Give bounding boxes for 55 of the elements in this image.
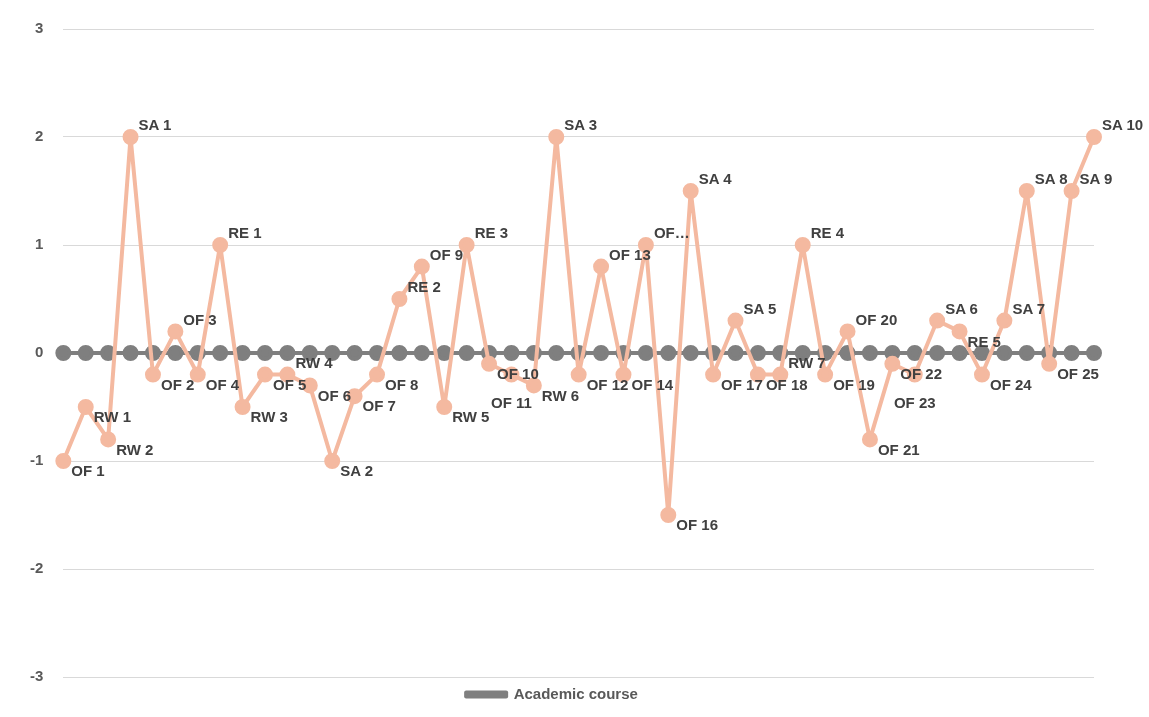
data-label: SA 10 xyxy=(1102,116,1144,134)
y-tick-label: 3 xyxy=(34,19,44,37)
data-label: SA 4 xyxy=(698,170,733,188)
data-label: RE 1 xyxy=(228,224,262,242)
data-label: SA 5 xyxy=(743,299,777,317)
data-label: OF 12 xyxy=(586,375,629,393)
data-label: OF 16 xyxy=(676,516,718,534)
data-label: OF 13 xyxy=(609,245,651,263)
y-tick-label: -3 xyxy=(29,667,44,685)
data-label: SA 2 xyxy=(340,462,373,480)
data-label: SA 8 xyxy=(1034,170,1068,188)
data-label: OF 18 xyxy=(765,375,808,393)
data-label: OF 5 xyxy=(272,375,307,393)
y-tick-label: 2 xyxy=(34,127,44,145)
data-label: OF 9 xyxy=(429,245,464,263)
data-label: OF 24 xyxy=(989,375,1033,393)
data-label: OF… xyxy=(653,224,690,242)
data-label: OF 2 xyxy=(160,375,195,393)
data-label: SA 1 xyxy=(138,116,172,134)
data-label: SA 6 xyxy=(945,299,978,317)
data-label: OF 20 xyxy=(855,310,898,328)
data-label: OF 6 xyxy=(317,386,352,404)
data-label: RW 5 xyxy=(452,408,490,426)
data-label: RW 7 xyxy=(788,353,826,371)
data-label: RW 3 xyxy=(250,408,288,426)
data-label: OF 3 xyxy=(183,310,217,328)
data-label: OF 25 xyxy=(1057,364,1099,382)
data-label: RE 3 xyxy=(474,224,508,242)
data-label: OF 11 xyxy=(491,393,532,411)
data-label: RW 4 xyxy=(295,353,334,371)
legend-label: Academic course xyxy=(513,684,638,702)
data-label: OF 1 xyxy=(71,462,105,480)
y-tick-label: 0 xyxy=(34,343,44,361)
data-label: OF 10 xyxy=(497,364,539,382)
y-tick-label: -1 xyxy=(29,451,44,469)
data-label: RE 4 xyxy=(810,224,845,242)
data-label: OF 23 xyxy=(893,393,936,411)
data-label: OF 14 xyxy=(631,375,674,393)
data-label: RE 2 xyxy=(407,278,441,296)
data-label: RW 6 xyxy=(541,386,580,404)
data-label: OF 21 xyxy=(877,440,920,458)
data-label: RE 5 xyxy=(967,332,1001,350)
y-tick-label: 1 xyxy=(34,235,44,253)
data-label: OF 22 xyxy=(900,364,943,382)
data-label: OF 4 xyxy=(205,375,240,393)
y-tick-label: -2 xyxy=(29,559,44,577)
data-label: SA 9 xyxy=(1079,170,1113,188)
data-label: SA 3 xyxy=(564,116,598,134)
data-label: OF 8 xyxy=(385,375,419,393)
data-label: RW 1 xyxy=(93,408,131,426)
data-label: SA 7 xyxy=(1012,299,1046,317)
data-label: OF 19 xyxy=(833,375,875,393)
data-label: OF 7 xyxy=(362,397,396,415)
data-label: RW 2 xyxy=(116,440,154,458)
data-label: OF 17 xyxy=(721,375,763,393)
